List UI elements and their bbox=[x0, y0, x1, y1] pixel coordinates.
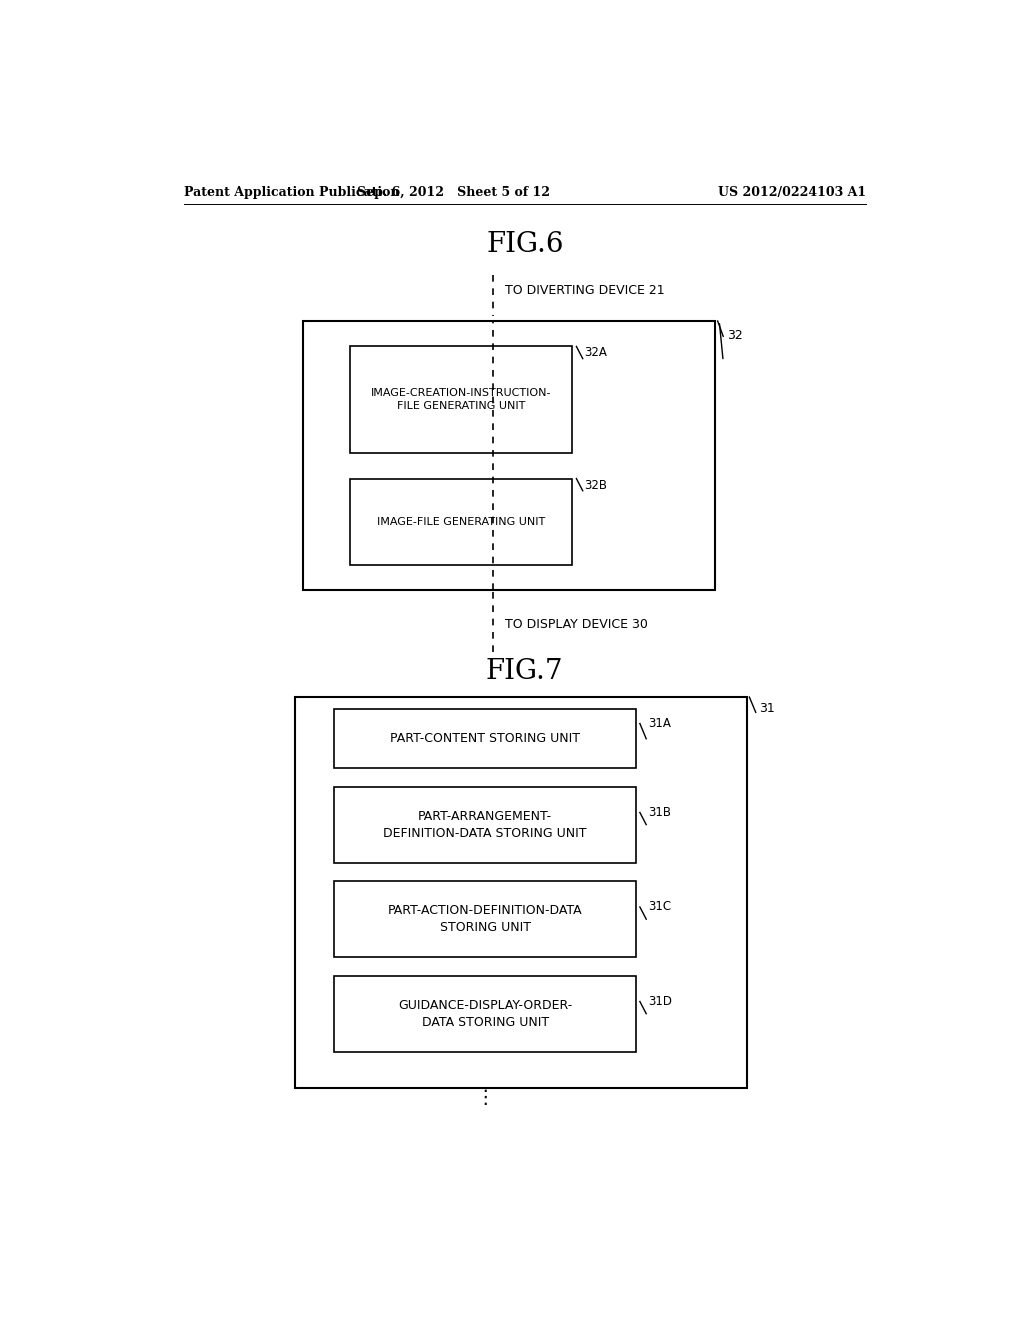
Bar bbox=[334, 880, 636, 957]
Text: TO DISPLAY DEVICE 30: TO DISPLAY DEVICE 30 bbox=[505, 618, 648, 631]
Text: FIG.6: FIG.6 bbox=[486, 231, 563, 259]
Text: IMAGE-FILE GENERATING UNIT: IMAGE-FILE GENERATING UNIT bbox=[377, 516, 546, 527]
Bar bbox=[334, 787, 636, 863]
Bar bbox=[295, 697, 748, 1089]
Text: 32B: 32B bbox=[585, 479, 607, 491]
Text: 31A: 31A bbox=[648, 717, 671, 730]
Text: FIG.7: FIG.7 bbox=[486, 659, 563, 685]
Text: TO DIVERTING DEVICE 21: TO DIVERTING DEVICE 21 bbox=[505, 284, 665, 297]
Text: 31C: 31C bbox=[648, 900, 671, 913]
Bar bbox=[303, 321, 715, 590]
Text: PART-ACTION-DEFINITION-DATA
STORING UNIT: PART-ACTION-DEFINITION-DATA STORING UNIT bbox=[388, 904, 583, 935]
Text: Patent Application Publication: Patent Application Publication bbox=[183, 186, 399, 199]
Text: 31D: 31D bbox=[648, 995, 672, 1008]
Text: 31B: 31B bbox=[648, 807, 671, 818]
Text: 32A: 32A bbox=[585, 346, 607, 359]
Text: PART-CONTENT STORING UNIT: PART-CONTENT STORING UNIT bbox=[390, 733, 581, 746]
Bar bbox=[350, 346, 572, 453]
Text: ⋮: ⋮ bbox=[475, 1088, 495, 1107]
Text: Sep. 6, 2012   Sheet 5 of 12: Sep. 6, 2012 Sheet 5 of 12 bbox=[357, 186, 550, 199]
Text: US 2012/0224103 A1: US 2012/0224103 A1 bbox=[718, 186, 866, 199]
Bar bbox=[334, 709, 636, 768]
Text: 32: 32 bbox=[727, 329, 743, 342]
Text: 31: 31 bbox=[759, 702, 775, 715]
Bar bbox=[350, 479, 572, 565]
Text: PART-ARRANGEMENT-
DEFINITION-DATA STORING UNIT: PART-ARRANGEMENT- DEFINITION-DATA STORIN… bbox=[383, 809, 587, 840]
Text: IMAGE-CREATION-INSTRUCTION-
FILE GENERATING UNIT: IMAGE-CREATION-INSTRUCTION- FILE GENERAT… bbox=[371, 388, 552, 412]
Bar bbox=[334, 975, 636, 1052]
Text: GUIDANCE-DISPLAY-ORDER-
DATA STORING UNIT: GUIDANCE-DISPLAY-ORDER- DATA STORING UNI… bbox=[398, 999, 572, 1028]
